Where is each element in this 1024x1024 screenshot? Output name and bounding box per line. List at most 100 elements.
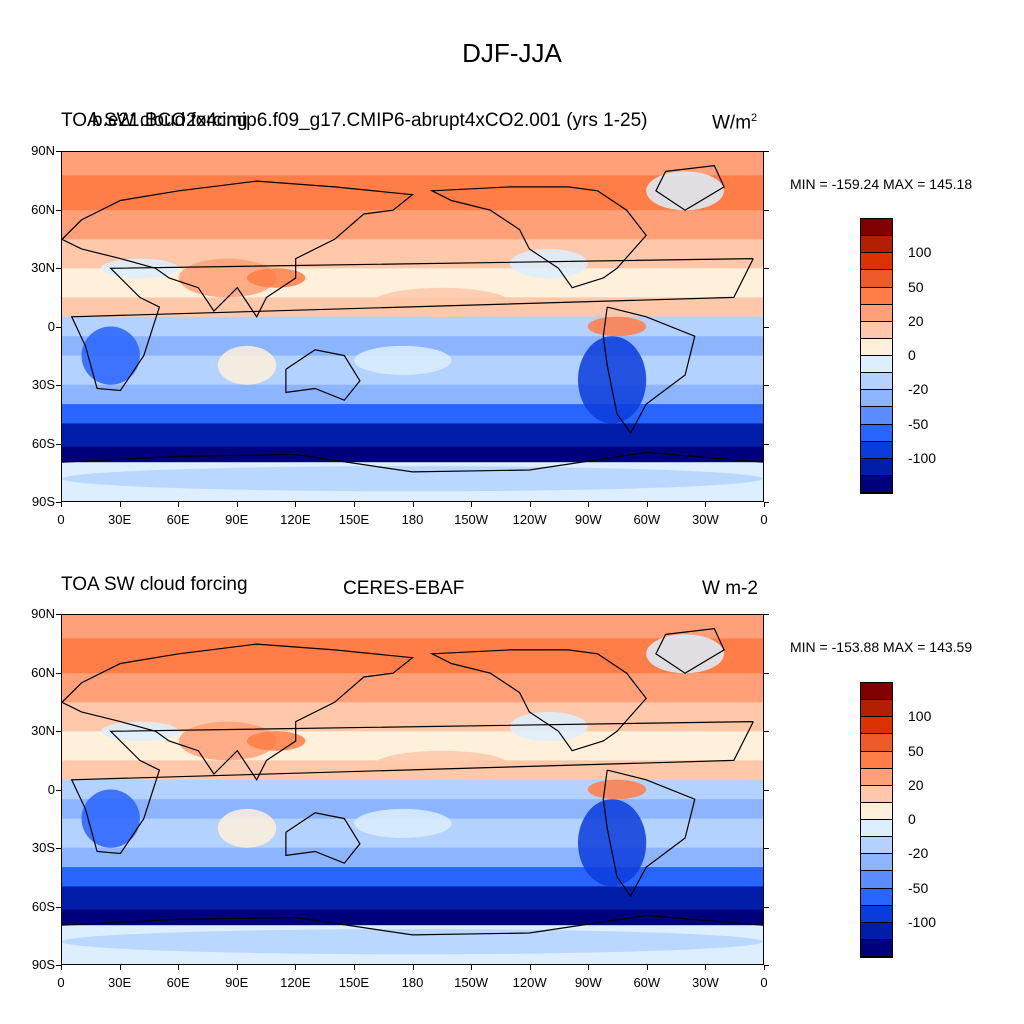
colorbar-swatch xyxy=(861,321,892,339)
colorbar-swatch xyxy=(861,768,892,786)
colorbar-swatch xyxy=(861,751,892,769)
colorbar-swatch xyxy=(861,802,892,820)
lon-tick-label: 0 xyxy=(57,975,65,990)
field-patch xyxy=(373,750,510,780)
colorbar-swatch xyxy=(861,785,892,803)
colorbar-label: 100 xyxy=(908,708,932,725)
lon-tick-label: 120W xyxy=(512,975,547,990)
colorbar-swatch xyxy=(861,871,892,889)
lon-tick-mark xyxy=(646,502,648,507)
colorbar-label: 20 xyxy=(908,312,924,329)
lat-tick-label: 90N xyxy=(31,606,55,621)
figure-title: DJF-JJA xyxy=(462,38,562,68)
lat-tick-mark xyxy=(56,209,61,211)
panel1-left-label: TOA SW cloud forcing xyxy=(61,110,248,131)
lon-tick-mark xyxy=(412,965,414,970)
lon-tick-mark xyxy=(471,965,473,970)
lon-tick-mark xyxy=(705,502,707,507)
lat-tick-mark xyxy=(56,731,61,732)
field-patch xyxy=(178,721,277,761)
field-band xyxy=(62,316,763,337)
lat-tick-mark xyxy=(56,965,61,966)
lon-tick-label: 150E xyxy=(338,512,370,527)
lat-tick-mark-right xyxy=(764,789,769,791)
field-patch xyxy=(217,345,277,385)
panel2-min-max: MIN = -153.88 MAX = 143.59 xyxy=(790,639,973,655)
lon-tick-label: 30E xyxy=(108,975,132,990)
colorbar-swatch xyxy=(861,888,892,906)
field-patch xyxy=(178,258,277,298)
field-patch xyxy=(646,171,724,211)
colorbar-label: 0 xyxy=(908,347,916,363)
colorbar-swatch xyxy=(861,475,892,493)
coastline xyxy=(655,627,725,674)
colorbar-swatch xyxy=(861,356,892,374)
lon-tick-mark xyxy=(705,965,707,970)
lat-tick-mark xyxy=(56,502,61,503)
lon-tick-label: 0 xyxy=(57,512,65,527)
panel1-center-label: b.e21.BCO2x4cmip6.f09_g17.CMIP6-abrupt4x… xyxy=(92,110,648,131)
lon-tick-label: 150W xyxy=(454,512,489,527)
field-band xyxy=(62,404,763,424)
coastline xyxy=(429,649,647,752)
lat-tick-label: 30S xyxy=(31,840,55,855)
lon-tick-label: 120E xyxy=(280,975,311,990)
colorbar-label: 100 xyxy=(908,244,932,261)
lon-tick-label: 60E xyxy=(166,512,190,527)
lon-tick-label: 90W xyxy=(574,975,602,990)
field-band xyxy=(62,909,763,926)
map-field xyxy=(62,615,763,964)
lat-tick-mark-right xyxy=(764,209,769,211)
lon-tick-label: 60E xyxy=(166,975,190,990)
colorbar-swatch xyxy=(861,700,892,718)
colorbar-swatch xyxy=(861,219,892,237)
lon-tick-mark xyxy=(529,965,531,970)
lat-tick-label: 90N xyxy=(31,143,55,158)
lat-tick-mark-right xyxy=(764,848,769,849)
field-patch xyxy=(62,929,763,955)
coastline xyxy=(285,812,361,864)
coastline xyxy=(62,643,415,781)
lat-tick-mark xyxy=(56,268,61,269)
lon-tick-label: 120E xyxy=(280,512,311,527)
colorbar-swatch xyxy=(861,939,892,957)
lon-tick-mark xyxy=(764,502,765,507)
field-patch xyxy=(509,712,588,741)
colorbar-swatch xyxy=(861,905,892,923)
panel1-map xyxy=(61,151,764,502)
lat-tick-mark xyxy=(56,789,61,791)
field-patch xyxy=(354,808,452,838)
lat-tick-mark-right xyxy=(764,906,769,908)
colorbar-swatch xyxy=(861,734,892,752)
colorbar-swatch xyxy=(861,424,892,442)
field-band xyxy=(62,446,763,463)
colorbar-label: -20 xyxy=(908,845,929,862)
coastline xyxy=(70,258,754,392)
colorbar-swatch xyxy=(861,236,892,254)
lon-tick-label: 90E xyxy=(225,512,249,527)
lon-tick-label: 150E xyxy=(338,975,370,990)
lon-tick-mark xyxy=(236,502,238,507)
lat-tick-label: 60S xyxy=(31,435,55,451)
coastline xyxy=(285,349,361,401)
lat-tick-mark xyxy=(56,385,61,386)
field-band xyxy=(62,210,763,240)
lat-tick-mark-right xyxy=(764,731,769,732)
lon-tick-mark xyxy=(61,965,62,970)
panel2-center-label: CERES-EBAF xyxy=(343,578,465,599)
field-patch xyxy=(247,268,306,288)
lat-tick-label: 0 xyxy=(47,781,55,797)
panel1-units-label: W/m2 xyxy=(712,112,758,134)
lat-tick-mark xyxy=(56,326,61,328)
lon-tick-mark xyxy=(119,965,121,970)
lon-tick-mark xyxy=(295,965,297,970)
lon-tick-mark xyxy=(764,965,765,970)
colorbar-swatch xyxy=(861,338,892,356)
colorbar-label: -100 xyxy=(908,449,937,466)
colorbar-label: -50 xyxy=(908,879,929,896)
colorbar-swatch xyxy=(861,253,892,271)
colorbar-swatch xyxy=(861,270,892,288)
coastline xyxy=(62,451,763,473)
lat-tick-label: 90S xyxy=(31,957,55,972)
lon-tick-mark xyxy=(178,502,180,507)
